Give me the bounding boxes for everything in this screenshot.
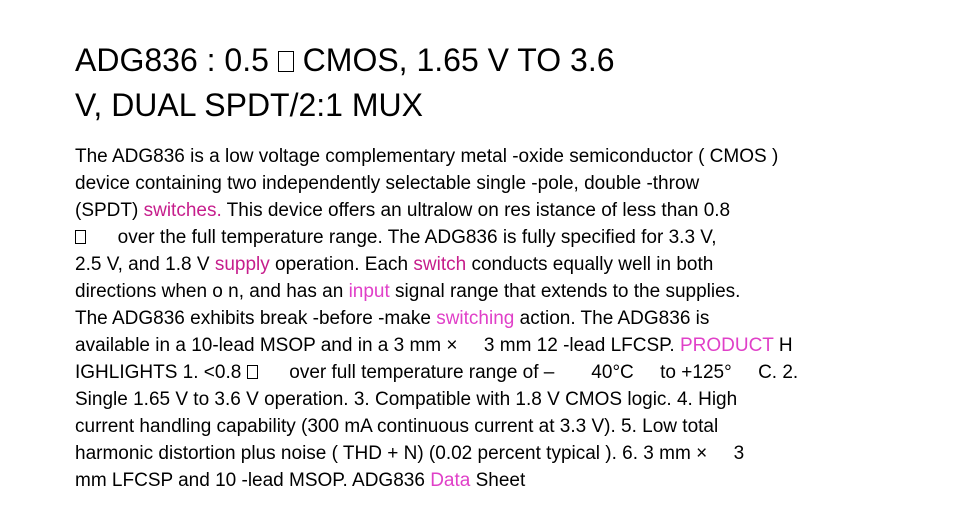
page-title: ADG836 : 0.5 CMOS, 1.65 V TO 3.6 V, DUAL…	[75, 38, 935, 128]
keyword-link-switching[interactable]: switching	[436, 308, 515, 329]
body-line: IGHLIGHTS 1. <0.8 over full temperature …	[75, 362, 799, 383]
document-title-block: ADG836 : 0.5 CMOS, 1.65 V TO 3.6 V, DUAL…	[75, 38, 935, 128]
keyword-link-data[interactable]: Data	[430, 470, 471, 491]
body-line: available in a 10-lead MSOP and in a 3 m…	[75, 335, 793, 356]
body-line: mm LFCSP and 10 -lead MSOP. ADG836 Data …	[75, 470, 526, 491]
title-line-1: ADG836 : 0.5 CMOS, 1.65 V TO 3.6	[75, 42, 615, 78]
body-line: The ADG836 is a low voltage complementar…	[75, 146, 779, 167]
body-line: harmonic distortion plus noise ( THD + N…	[75, 443, 745, 464]
missing-glyph-icon	[246, 365, 258, 379]
body-line: Single 1.65 V to 3.6 V operation. 3. Com…	[75, 389, 738, 410]
keyword-link-supply[interactable]: supply	[214, 254, 270, 275]
missing-glyph-icon	[75, 230, 86, 244]
body-line: over the full temperature range. The ADG…	[75, 224, 935, 251]
keyword-link-product[interactable]: PRODUCT	[679, 335, 774, 356]
body-line: 2.5 V, and 1.8 V supply operation. Each …	[75, 254, 714, 275]
body-line: The ADG836 exhibits break -before -make …	[75, 308, 710, 329]
document-body: The ADG836 is a low voltage complementar…	[75, 143, 935, 494]
missing-glyph-icon	[277, 51, 294, 72]
body-line: current handling capability (300 mA cont…	[75, 416, 719, 437]
body-line: directions when o n, and has an input si…	[75, 281, 741, 302]
body-line: (SPDT) switches. This device offers an u…	[75, 200, 731, 221]
body-line: device containing two independently sele…	[75, 173, 700, 194]
keyword-link-switch[interactable]: switch	[413, 254, 467, 275]
title-line-2: V, DUAL SPDT/2:1 MUX	[75, 87, 423, 123]
keyword-link-input[interactable]: input	[348, 281, 390, 302]
keyword-link-switches[interactable]: switches.	[143, 200, 222, 221]
